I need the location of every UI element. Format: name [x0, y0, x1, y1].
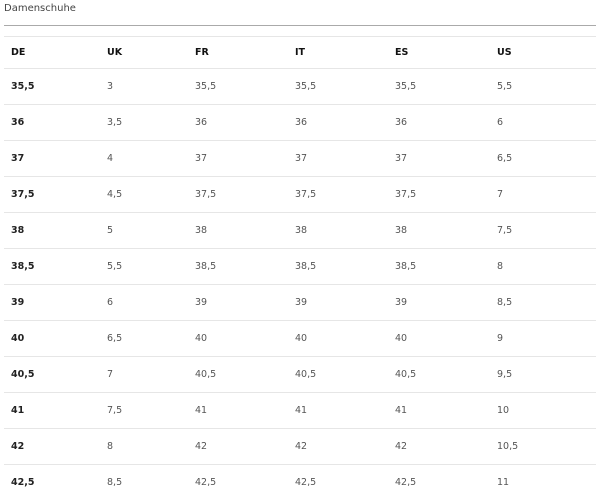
cell-uk: 7: [107, 357, 195, 393]
cell-it: 38: [295, 213, 395, 249]
cell-es: 42: [395, 429, 497, 465]
cell-it: 39: [295, 285, 395, 321]
cell-fr: 36: [195, 105, 295, 141]
cell-de: 37,5: [4, 177, 107, 213]
cell-uk: 3: [107, 69, 195, 105]
cell-de: 37: [4, 141, 107, 177]
cell-de: 38: [4, 213, 107, 249]
section-title: Damenschuhe: [4, 3, 76, 14]
cell-us: 8,5: [497, 285, 596, 321]
cell-es: 41: [395, 393, 497, 429]
cell-fr: 35,5: [195, 69, 295, 105]
cell-es: 37: [395, 141, 497, 177]
cell-uk: 4,5: [107, 177, 195, 213]
cell-it: 42: [295, 429, 395, 465]
column-header-de: DE: [4, 37, 107, 69]
cell-fr: 37,5: [195, 177, 295, 213]
cell-es: 38,5: [395, 249, 497, 285]
cell-us: 10,5: [497, 429, 596, 465]
cell-us: 7: [497, 177, 596, 213]
cell-uk: 3,5: [107, 105, 195, 141]
cell-es: 42,5: [395, 465, 497, 500]
cell-es: 36: [395, 105, 497, 141]
cell-fr: 38,5: [195, 249, 295, 285]
cell-fr: 39: [195, 285, 295, 321]
cell-es: 40: [395, 321, 497, 357]
cell-it: 38,5: [295, 249, 395, 285]
cell-us: 6: [497, 105, 596, 141]
cell-uk: 7,5: [107, 393, 195, 429]
column-header-uk: UK: [107, 37, 195, 69]
cell-uk: 8: [107, 429, 195, 465]
column-header-fr: FR: [195, 37, 295, 69]
cell-us: 9,5: [497, 357, 596, 393]
cell-es: 35,5: [395, 69, 497, 105]
cell-it: 37: [295, 141, 395, 177]
cell-us: 11: [497, 465, 596, 500]
cell-de: 40,5: [4, 357, 107, 393]
cell-de: 39: [4, 285, 107, 321]
cell-us: 9: [497, 321, 596, 357]
column-header-us: US: [497, 37, 596, 69]
column-header-es: ES: [395, 37, 497, 69]
cell-us: 5,5: [497, 69, 596, 105]
cell-fr: 42: [195, 429, 295, 465]
cell-de: 38,5: [4, 249, 107, 285]
cell-it: 35,5: [295, 69, 395, 105]
cell-fr: 38: [195, 213, 295, 249]
cell-es: 40,5: [395, 357, 497, 393]
cell-de: 42,5: [4, 465, 107, 500]
cell-de: 35,5: [4, 69, 107, 105]
cell-fr: 40,5: [195, 357, 295, 393]
cell-it: 41: [295, 393, 395, 429]
cell-es: 38: [395, 213, 497, 249]
cell-fr: 37: [195, 141, 295, 177]
cell-de: 36: [4, 105, 107, 141]
cell-de: 40: [4, 321, 107, 357]
cell-es: 37,5: [395, 177, 497, 213]
divider: [4, 25, 596, 26]
cell-fr: 42,5: [195, 465, 295, 500]
cell-it: 42,5: [295, 465, 395, 500]
cell-us: 10: [497, 393, 596, 429]
cell-uk: 4: [107, 141, 195, 177]
cell-us: 6,5: [497, 141, 596, 177]
cell-it: 40,5: [295, 357, 395, 393]
cell-uk: 6,5: [107, 321, 195, 357]
cell-us: 7,5: [497, 213, 596, 249]
cell-fr: 41: [195, 393, 295, 429]
cell-it: 40: [295, 321, 395, 357]
column-header-it: IT: [295, 37, 395, 69]
cell-us: 8: [497, 249, 596, 285]
cell-it: 36: [295, 105, 395, 141]
cell-es: 39: [395, 285, 497, 321]
cell-uk: 5: [107, 213, 195, 249]
cell-de: 41: [4, 393, 107, 429]
cell-uk: 5,5: [107, 249, 195, 285]
cell-fr: 40: [195, 321, 295, 357]
cell-uk: 6: [107, 285, 195, 321]
cell-uk: 8,5: [107, 465, 195, 500]
cell-it: 37,5: [295, 177, 395, 213]
cell-de: 42: [4, 429, 107, 465]
